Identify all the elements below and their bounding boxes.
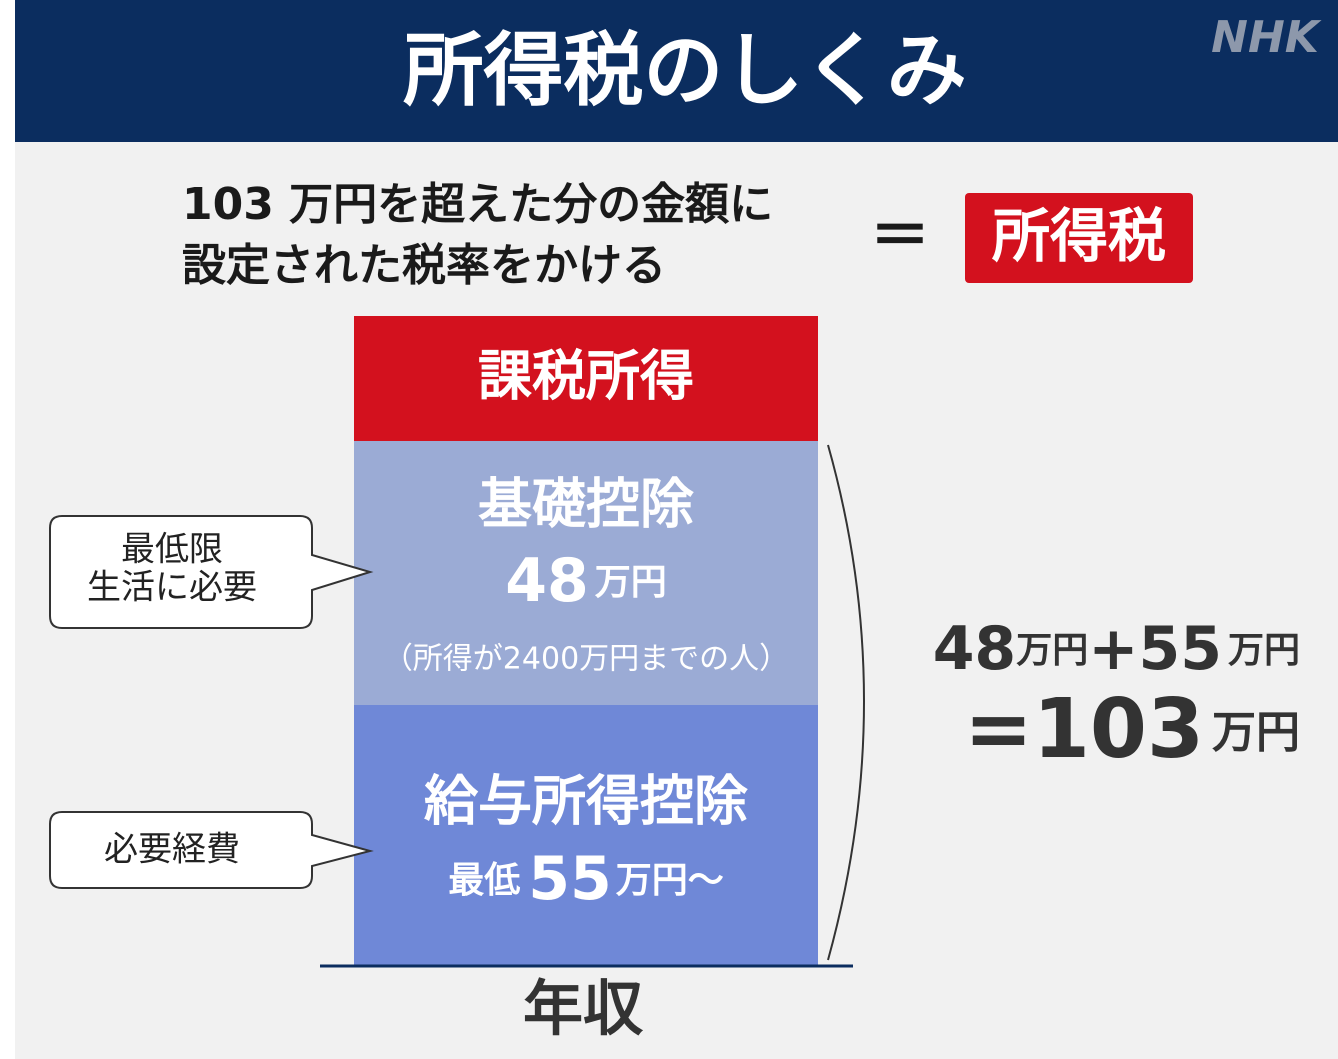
basic-note: （所得が2400万円までの人）: [383, 642, 789, 677]
prefix: 最低: [448, 860, 520, 901]
callout-text: 必要経費: [104, 830, 240, 870]
sum-line: 48万円+55 万円: [933, 614, 1300, 684]
sum-line: =103 万円: [964, 682, 1300, 777]
formula-line: 103 万円を超えた分の金額に: [182, 179, 773, 230]
unit: 万円～: [616, 860, 724, 901]
amount: 48: [505, 546, 589, 616]
header-bar: [15, 0, 1338, 142]
unit: 万円: [1016, 630, 1088, 671]
unit: 万円: [1212, 707, 1300, 758]
result-label: 所得税: [991, 202, 1166, 270]
callout-text: 生活に必要: [87, 568, 257, 608]
formula-line: 設定された税率をかける: [182, 240, 666, 291]
salary-label: 給与所得控除: [424, 770, 748, 833]
salary-block: [354, 705, 818, 965]
number: 48: [933, 614, 1017, 684]
callout: [49, 811, 374, 889]
basic-block: [354, 441, 818, 705]
result-box: [965, 193, 1193, 283]
basic-label: 基礎控除: [478, 473, 694, 536]
unit: 万円: [1228, 630, 1300, 671]
number: +55: [1088, 614, 1222, 684]
taxable-block: [354, 316, 818, 441]
salary-amount: 最低 55 万円～: [448, 844, 724, 914]
amount: 55: [528, 844, 612, 914]
callout: [49, 515, 374, 629]
logo: NHK: [1211, 12, 1322, 63]
unit: 万円: [595, 562, 667, 603]
number: =103: [964, 682, 1204, 777]
equals-sign: ＝: [870, 202, 930, 272]
callout-text: 最低限: [121, 530, 223, 570]
basic-amount: 48 万円: [505, 546, 667, 616]
taxable-label: 課税所得: [478, 345, 694, 408]
brace: [827, 444, 865, 961]
title: 所得税のしくみ: [402, 24, 966, 117]
base-label: 年収: [523, 975, 644, 1045]
